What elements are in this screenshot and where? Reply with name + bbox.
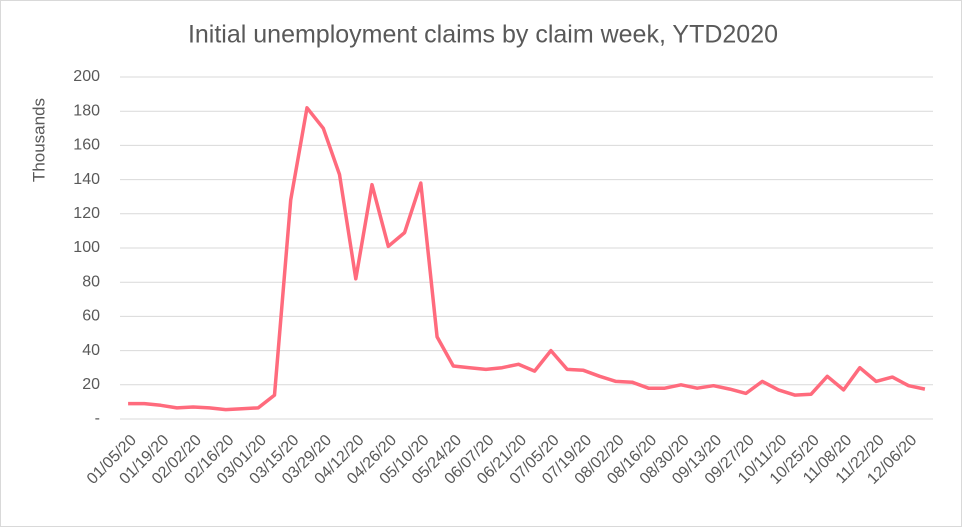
y-tick-label: 20 — [82, 376, 100, 393]
y-tick-label: 60 — [82, 308, 100, 325]
y-tick-label: 100 — [73, 239, 100, 256]
y-tick-label: 180 — [73, 102, 100, 119]
y-tick-label: 40 — [82, 342, 100, 359]
y-tick-label: 140 — [73, 171, 100, 188]
y-tick-label: 160 — [73, 137, 100, 154]
y-tick-label: - — [95, 410, 100, 427]
y-tick-label: 80 — [82, 273, 100, 290]
y-tick-label: 200 — [73, 68, 100, 85]
y-tick-label: 120 — [73, 205, 100, 222]
chart-title: Initial unemployment claims by claim wee… — [188, 21, 778, 49]
y-axis-label: Thousands — [29, 98, 48, 182]
series-line — [128, 106, 926, 412]
